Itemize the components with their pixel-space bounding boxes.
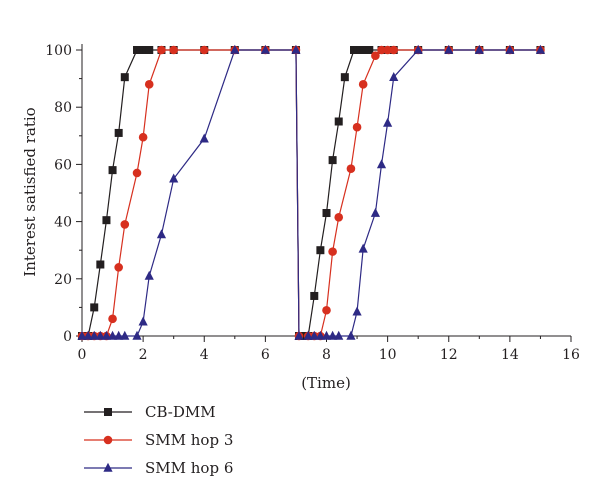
y-tick-label: 60 xyxy=(54,157,72,173)
axis-ticks: 0 2 4 6 8 10 12 14 16 0 20 40 60 80 100 xyxy=(45,43,580,363)
data-point-smm-hop-3 xyxy=(322,305,331,315)
data-point-smm-hop-6 xyxy=(138,316,148,326)
data-point-cb-dmm xyxy=(120,73,129,82)
data-point-cb-dmm xyxy=(340,73,349,82)
data-point-smm-hop-3 xyxy=(132,168,142,178)
data-point-smm-hop-3 xyxy=(199,45,209,55)
data-point-smm-hop-6 xyxy=(358,243,368,253)
legend-label-smm-hop-6: SMM hop 6 xyxy=(145,459,233,477)
series-markers xyxy=(77,44,546,341)
data-point-smm-hop-3 xyxy=(157,45,166,55)
data-point-smm-hop-3 xyxy=(138,132,148,142)
x-tick-label: 6 xyxy=(261,347,270,363)
legend-marker-smm-hop-6 xyxy=(103,462,113,472)
data-point-smm-hop-6 xyxy=(535,44,546,54)
data-point-smm-hop-6 xyxy=(260,44,270,54)
data-point-smm-hop-6 xyxy=(309,330,319,340)
data-point-smm-hop-6 xyxy=(77,330,87,340)
data-point-cb-dmm xyxy=(145,46,154,54)
y-tick-label: 20 xyxy=(54,272,72,288)
data-point-cb-dmm xyxy=(90,303,99,312)
data-point-smm-hop-3 xyxy=(169,45,178,55)
data-point-smm-hop-3 xyxy=(114,263,123,272)
data-point-cb-dmm xyxy=(102,216,111,225)
data-point-smm-hop-6 xyxy=(291,44,301,54)
data-point-smm-hop-6 xyxy=(114,330,124,340)
data-point-smm-hop-3 xyxy=(377,45,386,55)
data-point-smm-hop-6 xyxy=(321,330,332,340)
x-tick-label: 16 xyxy=(562,347,580,363)
data-point-smm-hop-6 xyxy=(376,159,387,169)
data-point-smm-hop-6 xyxy=(144,270,154,280)
data-point-smm-hop-3 xyxy=(371,51,380,61)
data-point-smm-hop-6 xyxy=(389,71,399,81)
data-point-cb-dmm xyxy=(322,209,331,218)
data-point-smm-hop-6 xyxy=(315,330,325,340)
legend: CB-DMM SMM hop 3 SMM hop 6 xyxy=(84,403,233,477)
data-point-smm-hop-6 xyxy=(230,44,240,54)
x-tick-label: 0 xyxy=(78,347,87,363)
data-point-smm-hop-6 xyxy=(370,207,380,217)
data-point-smm-hop-3 xyxy=(346,164,356,173)
data-point-smm-hop-6 xyxy=(89,330,99,340)
legend-label-cb-dmm: CB-DMM xyxy=(145,403,216,421)
data-point-smm-hop-3 xyxy=(144,80,154,89)
data-point-smm-hop-6 xyxy=(101,330,112,340)
x-tick-label: 14 xyxy=(501,347,519,363)
data-point-smm-hop-3 xyxy=(352,122,362,132)
data-point-smm-hop-3 xyxy=(120,220,130,229)
x-tick-label: 2 xyxy=(139,347,148,363)
data-point-smm-hop-6 xyxy=(444,44,454,54)
y-tick-label: 80 xyxy=(54,100,72,116)
data-point-cb-dmm xyxy=(96,260,105,269)
data-point-smm-hop-6 xyxy=(352,306,362,316)
y-tick-label: 100 xyxy=(45,43,72,59)
y-tick-label: 40 xyxy=(54,215,72,231)
data-point-smm-hop-6 xyxy=(169,173,179,183)
legend-marker-smm-hop-3 xyxy=(103,435,113,445)
data-point-cb-dmm xyxy=(114,128,123,137)
data-point-smm-hop-6 xyxy=(383,117,393,127)
x-tick-label: 12 xyxy=(440,347,458,363)
data-point-smm-hop-6 xyxy=(120,330,130,340)
x-axis-title: (Time) xyxy=(301,374,351,392)
data-point-smm-hop-6 xyxy=(413,44,423,54)
data-point-smm-hop-3 xyxy=(334,213,344,222)
y-axis-title: Interest satisfied ratio xyxy=(21,107,39,276)
data-point-smm-hop-6 xyxy=(346,330,356,340)
data-point-smm-hop-6 xyxy=(334,330,344,340)
data-point-smm-hop-6 xyxy=(303,330,313,340)
data-point-smm-hop-6 xyxy=(132,330,142,340)
data-point-smm-hop-6 xyxy=(156,229,167,239)
data-point-smm-hop-6 xyxy=(199,133,209,143)
data-point-smm-hop-6 xyxy=(328,330,338,340)
data-point-smm-hop-3 xyxy=(389,45,399,55)
data-point-cb-dmm xyxy=(359,46,368,54)
data-point-smm-hop-3 xyxy=(328,247,337,256)
data-point-cb-dmm xyxy=(108,166,117,175)
data-point-smm-hop-6 xyxy=(505,44,515,54)
data-point-cb-dmm xyxy=(328,156,337,165)
x-tick-label: 4 xyxy=(200,347,209,363)
data-point-smm-hop-6 xyxy=(83,330,93,340)
data-point-smm-hop-3 xyxy=(108,314,117,324)
data-point-cb-dmm xyxy=(334,117,343,126)
data-point-smm-hop-6 xyxy=(474,44,484,54)
data-point-cb-dmm xyxy=(310,291,319,300)
x-tick-label: 8 xyxy=(322,347,331,363)
axes xyxy=(81,44,571,337)
data-point-cb-dmm xyxy=(365,46,374,54)
data-point-smm-hop-6 xyxy=(294,330,304,340)
data-point-smm-hop-3 xyxy=(358,80,368,89)
x-tick-label: 10 xyxy=(379,347,397,363)
data-point-cb-dmm xyxy=(316,246,325,255)
data-point-smm-hop-3 xyxy=(383,45,392,55)
data-point-smm-hop-6 xyxy=(107,330,118,340)
data-point-smm-hop-6 xyxy=(95,330,105,340)
legend-label-smm-hop-3: SMM hop 3 xyxy=(145,431,233,449)
y-tick-label: 0 xyxy=(63,329,72,345)
legend-marker-cb-dmm xyxy=(104,408,112,416)
